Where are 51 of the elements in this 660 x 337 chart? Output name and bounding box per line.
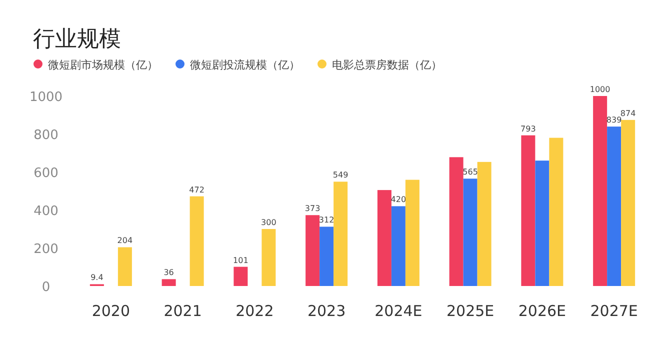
y-tick-label: 200: [34, 242, 58, 257]
bar: [306, 215, 320, 286]
bar: [334, 182, 348, 286]
x-tick-label: 2021: [164, 302, 202, 320]
x-tick-label: 2027E: [590, 302, 638, 320]
data-label: 300: [261, 218, 276, 227]
x-tick-label: 2024E: [374, 302, 422, 320]
bar: [463, 178, 478, 286]
bar: [449, 157, 464, 286]
bar: [521, 135, 536, 286]
data-label: 312: [318, 216, 334, 225]
legend-label: 电影总票房数据（亿）: [332, 58, 442, 72]
x-tick-label: 2026E: [518, 302, 566, 320]
data-label: 549: [332, 170, 348, 180]
data-label: 793: [520, 124, 536, 134]
x-tick-label: 2022: [236, 302, 274, 320]
bar: [549, 138, 564, 286]
x-tick-label: 2025E: [446, 302, 494, 320]
y-tick-label: 800: [34, 128, 58, 143]
bar: [607, 126, 622, 286]
data-label: 204: [117, 236, 133, 246]
bar: [621, 120, 636, 286]
y-tick-label: 0: [42, 280, 50, 295]
bar: [477, 162, 492, 286]
legend-label: 微短剧市场规模（亿）: [48, 58, 158, 72]
data-label: 1000: [590, 85, 610, 94]
data-label: 874: [620, 108, 636, 118]
data-label: 472: [189, 185, 204, 194]
chart-title: 行业规模: [33, 27, 121, 52]
x-tick-label: 2023: [307, 302, 346, 320]
bar: [535, 160, 550, 286]
data-label: 373: [304, 204, 320, 214]
x-tick-label: 2020: [92, 302, 130, 320]
bar: [593, 96, 608, 286]
bar: [234, 266, 248, 286]
bar: [262, 229, 276, 286]
data-label: 36: [164, 268, 174, 278]
bar: [377, 190, 392, 286]
y-tick-label: 600: [34, 166, 58, 181]
bar: [190, 196, 204, 286]
data-label: 839: [606, 116, 622, 125]
data-label: 101: [233, 256, 248, 265]
bar: [391, 206, 406, 286]
bar: [405, 180, 420, 286]
data-label: 9.4: [90, 273, 104, 282]
bar: [162, 279, 176, 286]
bar: [118, 247, 132, 286]
bar: [320, 226, 334, 286]
y-tick-label: 400: [34, 204, 58, 219]
y-tick-label: 1000: [29, 90, 63, 105]
legend-label: 微短剧投流规模（亿）: [190, 58, 300, 72]
